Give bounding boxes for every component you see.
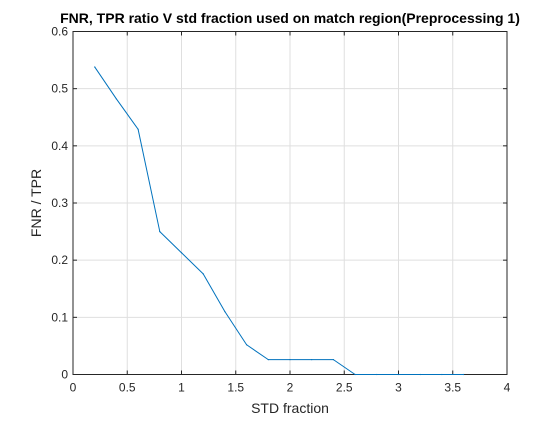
data-point — [289, 359, 291, 361]
x-tick-label: 0.5 — [119, 381, 136, 395]
tick-layer: 0 0.5 1 1.5 2 2.5 3 3.5 4 0 0.1 0.2 0.3 0.4 0.5 0.6 — [51, 25, 510, 395]
x-tick-label: 3 — [395, 381, 402, 395]
data-point — [267, 359, 269, 361]
data-point — [137, 128, 139, 130]
grid-layer — [72, 31, 508, 375]
series-layer — [94, 66, 465, 376]
data-point — [224, 311, 226, 313]
data-point — [354, 373, 356, 376]
data-point — [397, 373, 400, 376]
x-tick-label: 2 — [287, 381, 294, 395]
y-tick-label: 0.5 — [51, 82, 68, 96]
y-tick-label: 0.2 — [51, 253, 68, 267]
data-point — [159, 230, 161, 233]
x-tick-label: 2.5 — [336, 381, 353, 395]
x-tick-label: 3.5 — [444, 381, 461, 395]
data-point — [94, 66, 96, 68]
series-line-0 — [94, 66, 464, 375]
data-point — [441, 373, 443, 376]
data-point — [376, 373, 378, 376]
data-point — [115, 98, 117, 100]
x-tick-label: 1 — [178, 381, 185, 395]
data-point — [419, 373, 421, 376]
y-tick-label: 0.1 — [51, 310, 68, 324]
y-axis-label: FNR / TPR — [28, 169, 44, 237]
data-point — [311, 359, 313, 361]
x-axis-label: STD fraction — [251, 400, 329, 416]
data-point — [332, 359, 334, 361]
y-tick-label: 0.3 — [51, 196, 68, 210]
y-tick-label: 0.6 — [51, 25, 68, 39]
x-tick-label: 1.5 — [227, 381, 244, 395]
chart-title: FNR, TPR ratio V std fraction used on ma… — [60, 10, 520, 26]
x-tick-label: 4 — [504, 381, 511, 395]
data-point — [180, 252, 183, 254]
y-tick-label: 0 — [61, 368, 68, 382]
y-tick-label: 0.4 — [51, 139, 68, 153]
data-point — [463, 373, 465, 376]
data-point — [246, 344, 248, 346]
x-tick-label: 0 — [70, 381, 77, 395]
data-point — [202, 273, 204, 275]
